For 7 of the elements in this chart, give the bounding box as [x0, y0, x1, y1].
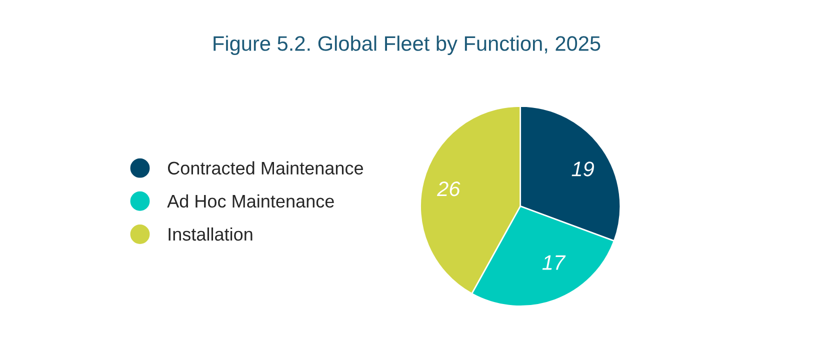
data-label: 17 [542, 255, 566, 270]
legend-label: Contracted Maintenance [168, 161, 363, 175]
data-label: 19 [572, 162, 594, 176]
data-label: 26 [436, 181, 460, 196]
chart-title: Figure 5.2. Global Fleet by Function, 2025 [214, 36, 600, 56]
legend-label: Installation [168, 227, 252, 241]
legend-label: Ad Hoc Maintenance [167, 194, 334, 208]
